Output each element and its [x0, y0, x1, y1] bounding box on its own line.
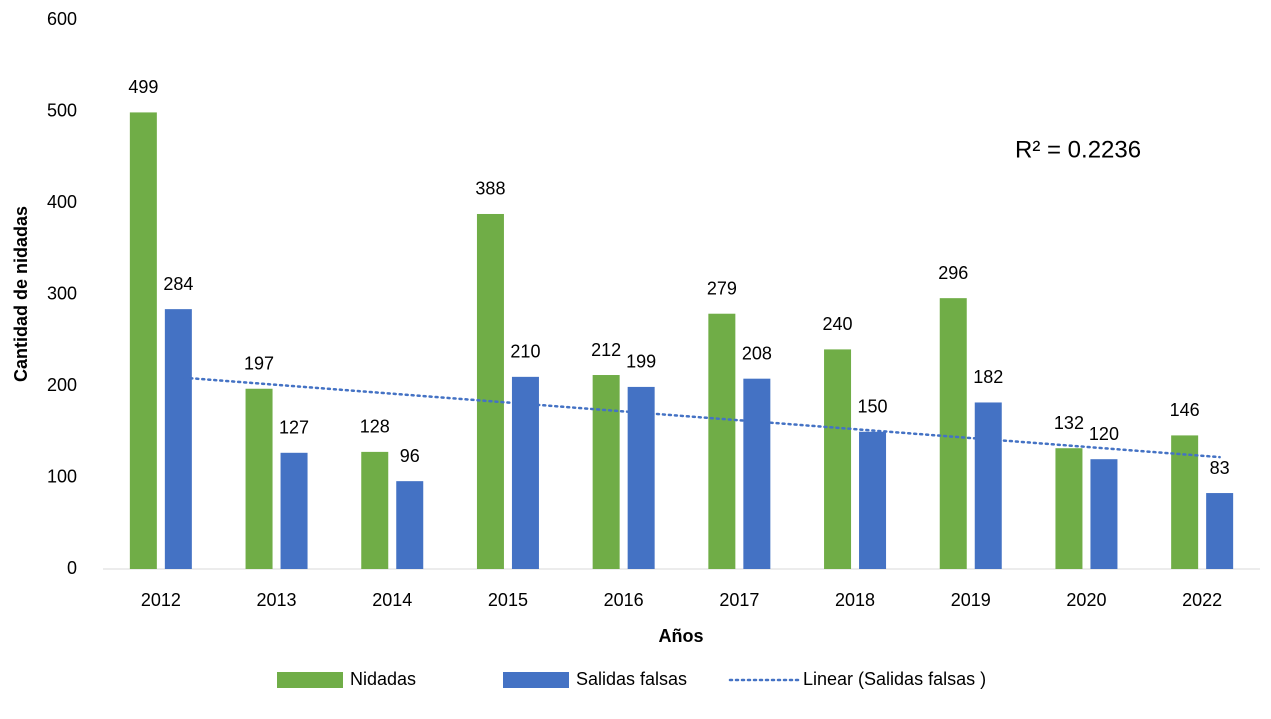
- y-tick-label: 500: [47, 100, 77, 120]
- x-tick-label: 2016: [604, 590, 644, 610]
- data-label: 120: [1089, 424, 1119, 444]
- bar: [627, 386, 655, 569]
- x-tick-label: 2013: [257, 590, 297, 610]
- bar: [280, 452, 308, 569]
- data-label: 279: [707, 278, 737, 298]
- data-label: 388: [475, 179, 505, 199]
- x-tick-label: 2015: [488, 590, 528, 610]
- bar: [476, 213, 504, 570]
- data-label: 83: [1210, 458, 1230, 478]
- bar: [1090, 459, 1118, 569]
- bar: [859, 431, 887, 569]
- data-label: 128: [360, 417, 390, 437]
- data-label: 127: [279, 418, 309, 438]
- y-tick-label: 300: [47, 283, 77, 303]
- y-tick-label: 600: [47, 9, 77, 29]
- bar: [1171, 435, 1199, 569]
- bar: [824, 349, 852, 569]
- trendline: [177, 376, 1221, 459]
- x-tick-label: 2017: [719, 590, 759, 610]
- bar: [361, 451, 389, 569]
- legend-swatch: [277, 672, 343, 688]
- data-label: 284: [163, 274, 193, 294]
- x-tick-label: 2014: [372, 590, 412, 610]
- data-label: 499: [128, 77, 158, 97]
- data-label: 296: [938, 263, 968, 283]
- x-tick-label: 2020: [1066, 590, 1106, 610]
- data-label: 208: [742, 343, 772, 363]
- bar: [974, 402, 1002, 569]
- bar: [396, 481, 424, 569]
- data-label: 146: [1170, 400, 1200, 420]
- data-label: 210: [510, 342, 540, 362]
- bar: [129, 112, 157, 569]
- bar: [1206, 493, 1234, 569]
- legend-swatch: [503, 672, 569, 688]
- data-label: 240: [823, 314, 853, 334]
- bar: [743, 378, 771, 569]
- x-axis-label: Años: [659, 626, 704, 646]
- y-tick-label: 200: [47, 375, 77, 395]
- bar: [1055, 448, 1083, 569]
- legend-label: Salidas falsas: [576, 669, 687, 689]
- data-label: 150: [858, 397, 888, 417]
- bar: [592, 375, 620, 569]
- y-tick-label: 100: [47, 466, 77, 486]
- legend-label: Linear (Salidas falsas ): [803, 669, 986, 689]
- data-label: 182: [973, 367, 1003, 387]
- data-label: 199: [626, 352, 656, 372]
- y-tick-label: 400: [47, 192, 77, 212]
- data-label: 96: [400, 446, 420, 466]
- y-tick-label: 0: [67, 558, 77, 578]
- bar: [164, 309, 192, 569]
- bar: [708, 313, 736, 569]
- x-tick-label: 2019: [951, 590, 991, 610]
- r2-annotation: R² = 0.2236: [1015, 136, 1141, 163]
- data-label: 197: [244, 353, 274, 373]
- bar: [511, 376, 539, 569]
- data-label: 212: [591, 340, 621, 360]
- bar: [245, 388, 273, 569]
- y-axis-label: Cantidad de nidadas: [11, 206, 31, 382]
- legend-label: Nidadas: [350, 669, 416, 689]
- x-tick-label: 2012: [141, 590, 181, 610]
- data-label: 132: [1054, 413, 1084, 433]
- x-tick-label: 2022: [1182, 590, 1222, 610]
- bar: [939, 298, 967, 569]
- x-tick-label: 2018: [835, 590, 875, 610]
